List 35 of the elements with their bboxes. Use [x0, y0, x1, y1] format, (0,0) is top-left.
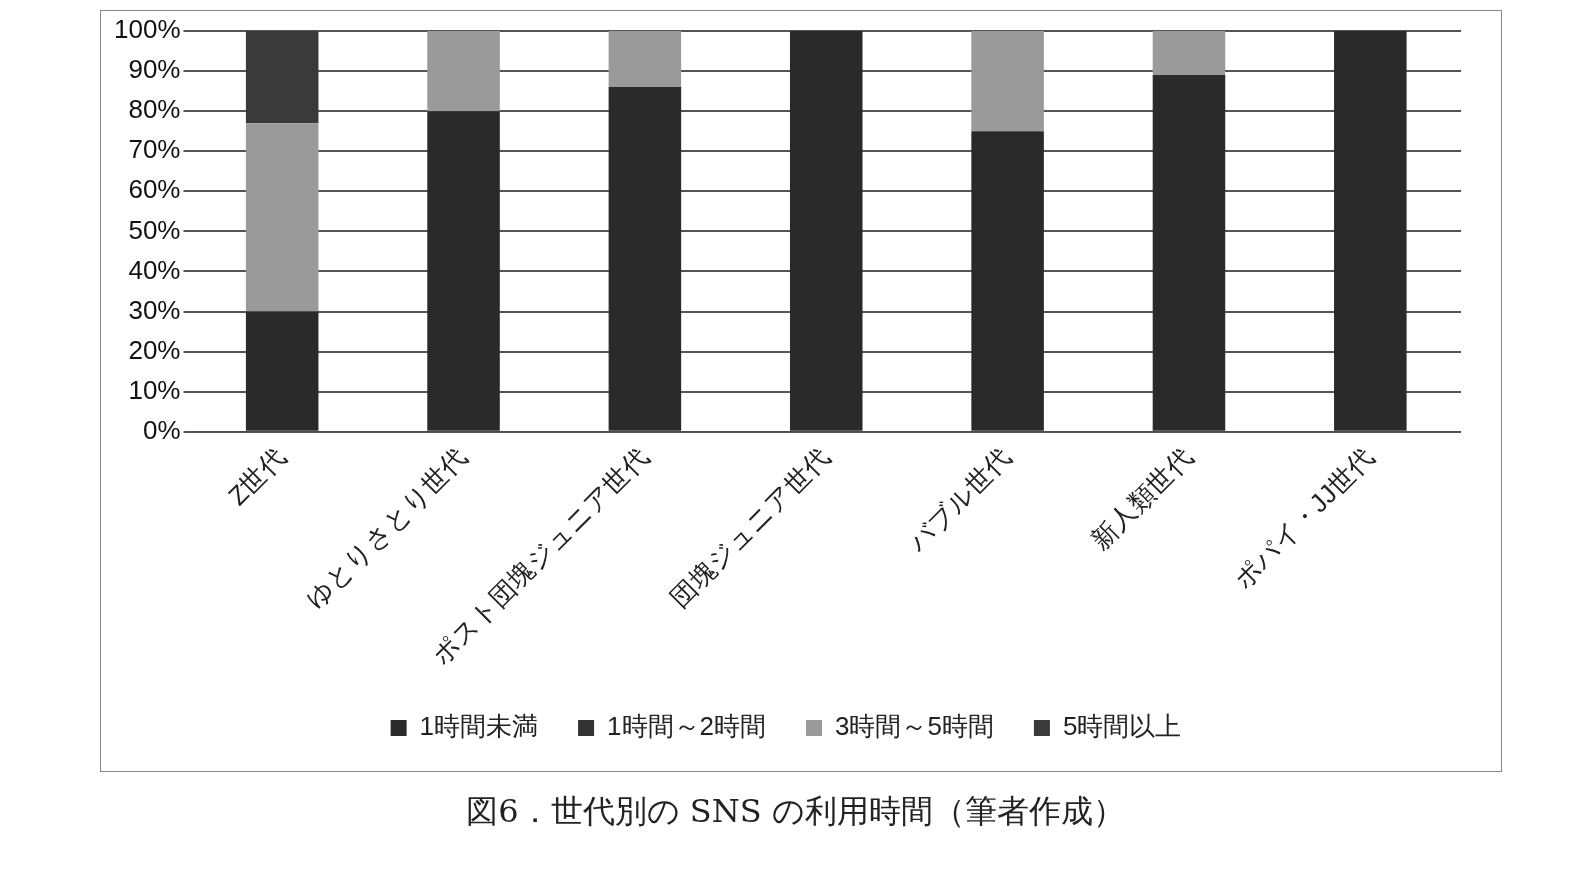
bar	[245, 311, 319, 431]
y-tick-label: 40%	[128, 254, 181, 285]
legend-label: 1時間未満	[419, 711, 539, 742]
y-tick-label: 0%	[142, 414, 181, 445]
x-tick-label: バブル世代	[900, 441, 1017, 558]
bar	[971, 131, 1044, 431]
x-tick-label: 団塊ジュニア世代	[664, 441, 836, 614]
bar	[789, 31, 863, 431]
bar	[245, 31, 319, 124]
bar	[1334, 31, 1407, 431]
legend-label: 1時間～2時間	[607, 711, 766, 742]
bar	[427, 111, 500, 431]
y-tick-label: 100%	[114, 14, 181, 45]
bar	[245, 123, 319, 312]
x-tick-label: ポパイ・JJ世代	[1227, 441, 1380, 594]
y-tick-label: 20%	[128, 334, 181, 365]
y-tick-label: 10%	[128, 374, 181, 405]
bar	[608, 31, 682, 88]
text: 図6．世代別の SNS の利用時間（筆者作成）	[465, 791, 1126, 832]
bar	[971, 31, 1044, 132]
bar	[1152, 31, 1226, 76]
y-tick-label: 70%	[128, 134, 181, 165]
y-tick-label: 50%	[128, 214, 181, 245]
x-tick-label: ゆとりさとり世代	[300, 441, 473, 615]
x-tick-label: Z世代	[222, 441, 292, 512]
y-tick-label: 90%	[128, 54, 181, 85]
y-tick-label: 60%	[128, 174, 181, 205]
y-tick-label: 30%	[128, 294, 181, 325]
legend-label: 5時間以上	[1062, 711, 1182, 742]
bar	[608, 87, 682, 431]
bar	[427, 31, 500, 112]
legend-label: 3時間～5時間	[835, 711, 994, 742]
bar	[1152, 75, 1226, 431]
y-tick-label: 80%	[128, 94, 181, 125]
x-tick-label: 新人類世代	[1085, 441, 1199, 556]
